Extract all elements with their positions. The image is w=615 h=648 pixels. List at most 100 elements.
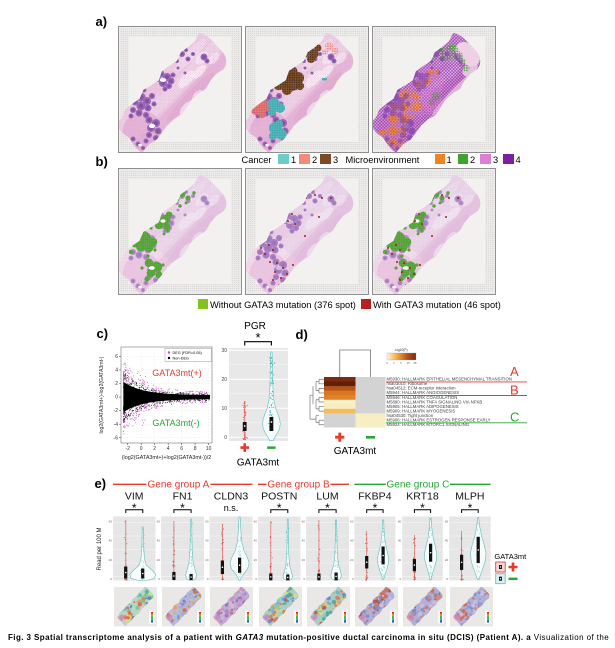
svg-text:-log10(P): -log10(P) (394, 348, 407, 352)
svg-text:10: 10 (407, 361, 410, 365)
svg-text:DEG (FDR=0.05): DEG (FDR=0.05) (173, 351, 203, 355)
svg-text:Read per 100 M: Read per 100 M (97, 527, 103, 570)
svg-text:-6: -6 (114, 435, 119, 441)
svg-text:GATA3mt(+): GATA3mt(+) (152, 368, 201, 378)
svg-text:0: 0 (400, 577, 402, 581)
svg-text:n.s.: n.s. (224, 503, 239, 513)
svg-text:4: 4 (167, 446, 170, 452)
svg-text:0: 0 (303, 577, 305, 581)
svg-text:GATA3mt(-): GATA3mt(-) (152, 418, 199, 428)
svg-text:hsa04530: Tight junction: hsa04530: Tight junction (387, 413, 434, 418)
svg-text:M5924: HALLMARK MTORC1 SIGNALI: M5924: HALLMARK MTORC1 SIGNALING (387, 422, 470, 427)
svg-text:PGR: PGR (244, 321, 266, 332)
svg-text:20: 20 (205, 558, 209, 562)
svg-text:LUM: LUM (316, 491, 338, 503)
svg-text:M5944: HALLMARK ANGIOGENESIS: M5944: HALLMARK ANGIOGENESIS (387, 390, 460, 395)
svg-text:GATA3mt: GATA3mt (237, 458, 280, 469)
svg-text:0: 0 (386, 361, 388, 365)
svg-text:20: 20 (254, 558, 258, 562)
svg-text:40: 40 (254, 539, 258, 543)
svg-text:FN1: FN1 (173, 491, 193, 503)
svg-text:60: 60 (350, 520, 354, 524)
svg-text:-4: -4 (114, 422, 119, 428)
svg-text:2: 2 (153, 446, 156, 452)
svg-text:*: * (325, 501, 330, 515)
svg-text:*: * (420, 501, 425, 515)
svg-text:*: * (468, 501, 473, 515)
svg-text:M5905: HALLMARK ADIPOGENESIS: M5905: HALLMARK ADIPOGENESIS (387, 404, 459, 409)
svg-text:M5930: HALLMARK EPITHELIAL MES: M5930: HALLMARK EPITHELIAL MESENCHYMAL T… (387, 377, 512, 382)
svg-text:0: 0 (255, 577, 257, 581)
svg-text:M5890: HALLMARK TNFA SIGNALING: M5890: HALLMARK TNFA SIGNALING VIA NFKB (387, 399, 483, 404)
svg-text:Non-DEG: Non-DEG (173, 357, 190, 361)
svg-text:60: 60 (445, 520, 449, 524)
svg-text:8: 8 (194, 446, 197, 452)
svg-text:6: 6 (115, 354, 118, 360)
svg-text:60: 60 (254, 520, 258, 524)
svg-text:*: * (373, 501, 378, 515)
svg-text:0: 0 (352, 577, 354, 581)
svg-text:4: 4 (115, 368, 118, 374)
svg-text:POSTN: POSTN (261, 491, 297, 503)
svg-text:20: 20 (157, 558, 161, 562)
svg-text:*: * (132, 501, 137, 515)
svg-text:40: 40 (205, 539, 209, 543)
svg-text:M5906: HALLMARK ESTROGEN RESPO: M5906: HALLMARK ESTROGEN RESPONSE EARLY (387, 418, 491, 423)
svg-text:A: A (510, 364, 519, 379)
svg-text:-2: -2 (114, 408, 119, 414)
svg-text:MLPH: MLPH (455, 491, 484, 503)
svg-text:0: 0 (115, 395, 118, 401)
svg-text:-2: -2 (125, 446, 130, 452)
svg-text:0: 0 (110, 577, 112, 581)
svg-text:60: 60 (302, 520, 306, 524)
svg-text:40: 40 (398, 539, 402, 543)
svg-text:KRT18: KRT18 (406, 491, 439, 503)
svg-text:60: 60 (398, 520, 402, 524)
svg-text:40: 40 (350, 539, 354, 543)
svg-text:30: 30 (221, 348, 227, 354)
svg-text:(log2(GATA3mt+)+log2(GATA3mt-): (log2(GATA3mt+)+log2(GATA3mt-))/2 (122, 455, 211, 461)
svg-text:20: 20 (109, 558, 113, 562)
svg-text:25: 25 (414, 361, 417, 365)
svg-text:40: 40 (302, 539, 306, 543)
svg-text:CLDN3: CLDN3 (214, 491, 249, 503)
svg-text:1: 1 (393, 361, 395, 365)
svg-text:0: 0 (224, 435, 227, 441)
svg-text:B: B (510, 383, 519, 398)
svg-text:0: 0 (447, 577, 449, 581)
svg-text:FKBP4: FKBP4 (358, 491, 391, 503)
svg-text:5: 5 (400, 361, 402, 365)
svg-text:*: * (277, 501, 282, 515)
svg-text:log2(GATA3mt+)-log2(GATA3mt-): log2(GATA3mt+)-log2(GATA3mt-) (99, 356, 105, 433)
svg-text:*: * (255, 330, 260, 345)
svg-text:60: 60 (205, 520, 209, 524)
svg-text:M5946: HALLMARK COAGULATION: M5946: HALLMARK COAGULATION (387, 395, 458, 400)
svg-text:40: 40 (109, 539, 113, 543)
svg-text:M5909: HALLMARK MYOGENESIS: M5909: HALLMARK MYOGENESIS (387, 408, 456, 413)
svg-text:GATA3mt: GATA3mt (334, 446, 377, 457)
svg-text:hsa04512: ECM-receptor interac: hsa04512: ECM-receptor interaction (387, 386, 457, 391)
svg-text:0: 0 (207, 577, 209, 581)
svg-text:VIM: VIM (125, 491, 144, 503)
svg-text:Gene group B: Gene group B (267, 480, 330, 491)
svg-text:20: 20 (350, 558, 354, 562)
svg-text:0: 0 (140, 446, 143, 452)
svg-text:6: 6 (180, 446, 183, 452)
svg-text:40: 40 (157, 539, 161, 543)
svg-text:20: 20 (302, 558, 306, 562)
svg-text:GATA3mt: GATA3mt (494, 552, 527, 561)
svg-text:2: 2 (115, 381, 118, 387)
svg-text:20: 20 (221, 377, 227, 383)
svg-text:10: 10 (221, 406, 227, 412)
svg-text:60: 60 (157, 520, 161, 524)
svg-text:10: 10 (206, 446, 212, 452)
svg-text:20: 20 (398, 558, 402, 562)
svg-text:60: 60 (109, 520, 113, 524)
svg-text:C: C (510, 410, 519, 425)
svg-text:40: 40 (445, 539, 449, 543)
svg-text:Gene group C: Gene group C (386, 480, 449, 491)
svg-text:hsa03010: Ribosome: hsa03010: Ribosome (387, 381, 428, 386)
svg-text:0: 0 (158, 577, 160, 581)
svg-text:20: 20 (445, 558, 449, 562)
svg-text:*: * (180, 501, 185, 515)
